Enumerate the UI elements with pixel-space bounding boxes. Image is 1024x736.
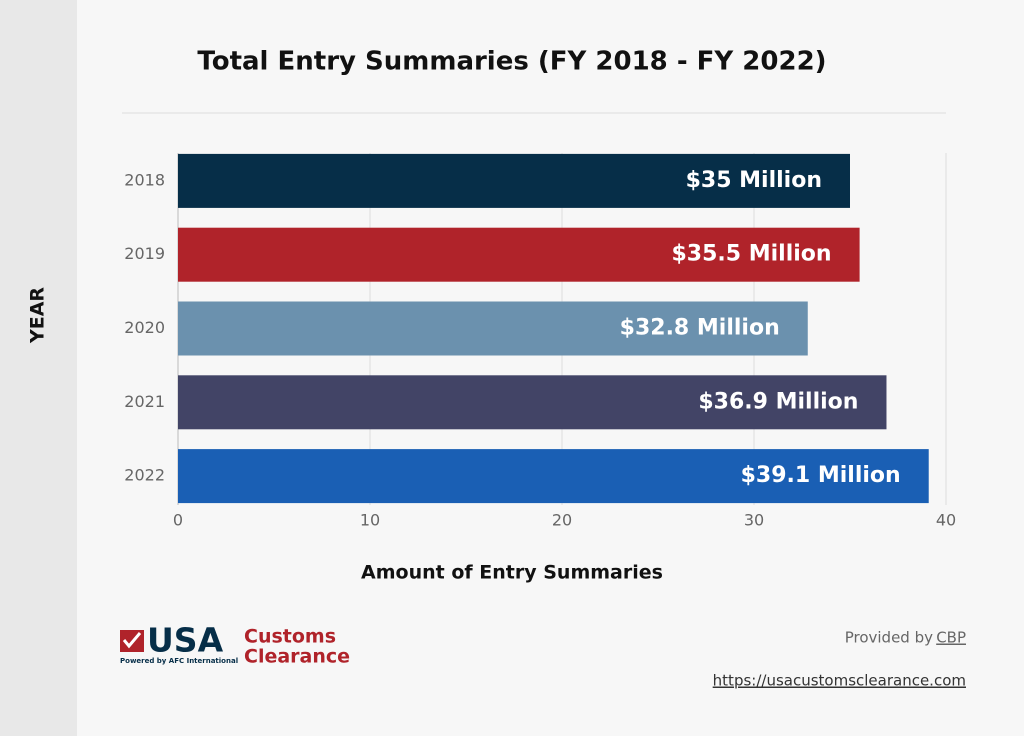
bar	[178, 449, 929, 504]
bar	[178, 227, 860, 282]
x-tick-label: 40	[936, 511, 956, 530]
bar	[178, 301, 808, 356]
value-label: $35.5 Million	[672, 242, 832, 267]
x-tick-label: 30	[744, 511, 764, 530]
y-tick-label: 2021	[124, 392, 165, 411]
logo-text: Customs	[244, 626, 336, 648]
source-link[interactable]: CBP	[936, 629, 966, 647]
logo-main: USA	[147, 621, 224, 660]
y-tick-label: 2022	[124, 466, 165, 485]
bar	[178, 375, 887, 430]
value-label: $39.1 Million	[741, 463, 901, 488]
logo-text: Clearance	[244, 646, 350, 668]
x-tick-label: 10	[360, 511, 380, 530]
y-tick-label: 2020	[124, 318, 165, 337]
url-link[interactable]: https://usacustomsclearance.com	[713, 672, 966, 690]
logo-tagline: Powered by AFC International	[120, 657, 238, 665]
value-label: $35 Million	[686, 168, 822, 193]
y-tick-label: 2018	[124, 170, 165, 189]
chart-title: Total Entry Summaries (FY 2018 - FY 2022…	[197, 47, 826, 77]
side-strip	[0, 0, 77, 736]
bar	[178, 153, 850, 208]
value-label: $36.9 Million	[698, 389, 858, 414]
x-axis-title: Amount of Entry Summaries	[361, 562, 663, 584]
logo-check	[122, 632, 142, 649]
x-tick-label: 20	[552, 511, 572, 530]
provided-by: Provided by	[845, 629, 933, 647]
y-axis-title: YEAR	[27, 287, 49, 344]
x-tick-label: 0	[173, 511, 183, 530]
value-label: $32.8 Million	[620, 316, 780, 341]
y-tick-label: 2019	[124, 244, 165, 263]
